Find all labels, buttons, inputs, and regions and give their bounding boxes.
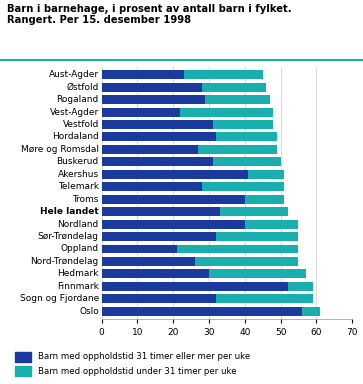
Bar: [102, 70, 184, 79]
Legend: Barn med oppholdstid 31 timer eller mer per uke, Barn med oppholdstid under 31 t: Barn med oppholdstid 31 timer eller mer …: [15, 352, 250, 376]
Bar: [102, 145, 198, 154]
Bar: [302, 307, 320, 316]
Bar: [180, 108, 273, 116]
Bar: [102, 132, 216, 141]
Bar: [102, 170, 248, 179]
Bar: [205, 95, 270, 104]
Bar: [102, 108, 180, 116]
Bar: [213, 157, 281, 166]
Bar: [102, 83, 202, 92]
Bar: [102, 182, 202, 191]
Bar: [177, 245, 298, 253]
Bar: [202, 182, 284, 191]
Bar: [102, 220, 245, 228]
Bar: [102, 282, 288, 291]
Bar: [102, 270, 209, 278]
Bar: [102, 257, 195, 266]
Bar: [288, 282, 313, 291]
Bar: [102, 232, 216, 241]
Bar: [102, 120, 213, 129]
Bar: [213, 120, 273, 129]
Bar: [245, 220, 298, 228]
Bar: [102, 207, 220, 216]
Bar: [220, 207, 288, 216]
Bar: [102, 195, 245, 204]
Bar: [209, 270, 306, 278]
Bar: [102, 307, 302, 316]
Bar: [216, 232, 298, 241]
Bar: [216, 132, 277, 141]
Bar: [102, 245, 177, 253]
Bar: [102, 95, 205, 104]
Bar: [202, 83, 266, 92]
Bar: [248, 170, 284, 179]
Bar: [184, 70, 263, 79]
Bar: [102, 157, 213, 166]
Text: Barn i barnehage, i prosent av antall barn i fylket.
Rangert. Per 15. desember 1: Barn i barnehage, i prosent av antall ba…: [7, 4, 292, 25]
Bar: [198, 145, 277, 154]
Bar: [245, 195, 284, 204]
Bar: [195, 257, 298, 266]
Bar: [216, 294, 313, 303]
Bar: [102, 294, 216, 303]
